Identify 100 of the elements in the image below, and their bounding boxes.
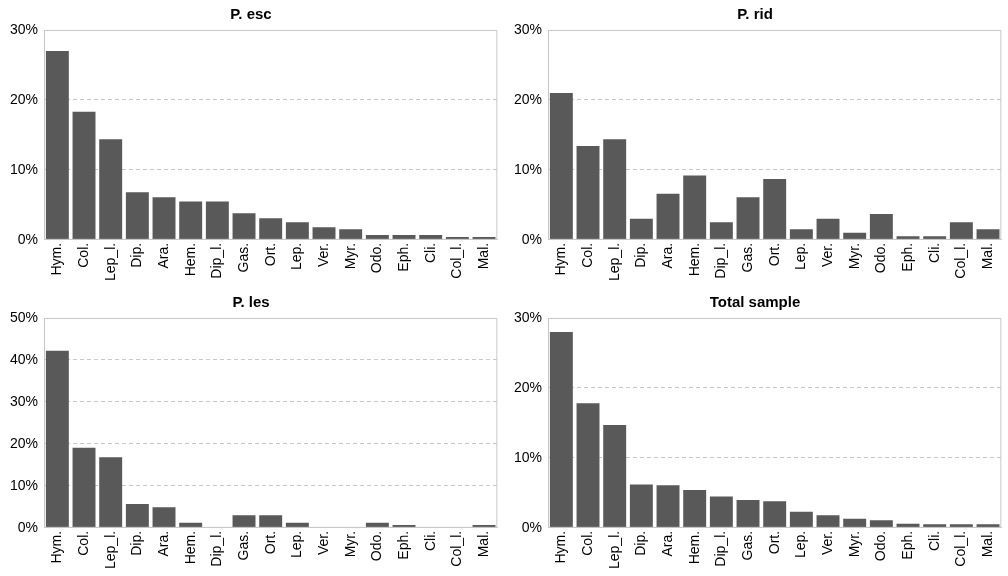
bar [576, 403, 600, 528]
x-tick-label: Ver. [818, 530, 835, 555]
x-tick-label: Lep. [288, 242, 305, 271]
bar [656, 485, 680, 528]
x-tick-label: Mal. [474, 242, 491, 270]
bar [205, 201, 229, 240]
y-tick-label: 10% [513, 160, 543, 177]
x-tick-label: Col_l. [952, 530, 969, 567]
bar [843, 518, 867, 528]
x-tick-label: Myr. [845, 242, 862, 270]
bar [763, 501, 787, 528]
x-tick-label: Myr. [341, 242, 358, 270]
x-tick-label: Mal. [978, 530, 995, 558]
bar [816, 515, 840, 528]
bar [976, 524, 1000, 528]
x-tick-label: Dip_l. [712, 242, 729, 279]
bar [45, 350, 69, 528]
x-tick-label: Ver. [314, 242, 331, 267]
x-tick-label: Odo. [368, 242, 385, 274]
bar [976, 229, 1000, 240]
y-tick-label: 30% [9, 20, 39, 37]
bar [923, 236, 947, 240]
x-tick-label: Col. [74, 530, 91, 556]
bar [419, 234, 443, 240]
y-tick-label: 20% [513, 90, 543, 107]
x-tick-label: Dip. [128, 242, 145, 268]
bar [232, 515, 256, 528]
bar [736, 197, 760, 240]
bar [549, 331, 573, 528]
bar [285, 222, 309, 240]
bar [949, 222, 973, 240]
bar [72, 447, 96, 528]
bar [72, 111, 96, 240]
bar [603, 425, 627, 528]
bar [629, 218, 653, 240]
bar [125, 192, 149, 240]
x-tick-label: Dip_l. [208, 530, 225, 567]
x-tick-label: Ort. [765, 530, 782, 555]
x-tick-label: Ara. [658, 530, 675, 557]
chart-title: P. les [232, 293, 270, 311]
x-tick-label: Lep. [792, 530, 809, 559]
chart-title: Total sample [709, 293, 801, 311]
x-tick-label: Dip. [632, 242, 649, 268]
x-tick-label: Lep_l. [101, 242, 118, 282]
x-tick-label: Col_l. [952, 242, 969, 279]
bar [656, 193, 680, 240]
y-tick-label: 0% [521, 230, 543, 247]
bar [125, 503, 149, 528]
bar [709, 222, 733, 240]
y-tick-label: 10% [9, 476, 39, 493]
x-tick-label: Odo. [872, 530, 889, 562]
y-tick-label: 40% [9, 350, 39, 367]
bar [629, 484, 653, 528]
x-tick-label: Gas. [234, 530, 251, 561]
bar [683, 490, 707, 528]
x-tick-label: Lep_l. [605, 242, 622, 282]
x-tick-label: Ort. [261, 530, 278, 555]
bar [763, 179, 787, 240]
y-tick-label: 20% [513, 378, 543, 395]
x-tick-label: Hym. [552, 530, 569, 564]
bar [99, 457, 123, 528]
y-tick-label: 30% [513, 308, 543, 325]
chart-title: P. esc [230, 5, 272, 23]
x-tick-label: Odo. [872, 242, 889, 274]
x-tick-label: Gas. [738, 242, 755, 273]
x-tick-label: Odo. [368, 530, 385, 562]
x-tick-label: Hym. [552, 242, 569, 276]
y-tick-label: 30% [9, 392, 39, 409]
y-tick-label: 20% [9, 90, 39, 107]
bar [259, 515, 283, 528]
bar [683, 175, 707, 240]
x-tick-label: Cli. [925, 242, 942, 264]
bar [709, 496, 733, 528]
bar [923, 524, 947, 528]
x-tick-label: Hem. [685, 530, 702, 565]
x-tick-label: Eph. [394, 530, 411, 560]
bar [365, 234, 389, 240]
x-tick-label: Gas. [234, 242, 251, 273]
x-tick-label: Hym. [48, 530, 65, 564]
bar [789, 511, 813, 528]
x-tick-label: Eph. [898, 242, 915, 272]
bar [736, 499, 760, 528]
x-tick-label: Dip. [128, 530, 145, 556]
x-tick-label: Cli. [421, 530, 438, 552]
y-tick-label: 0% [17, 518, 39, 535]
x-tick-label: Ort. [261, 242, 278, 267]
x-tick-label: Ort. [765, 242, 782, 267]
x-tick-label: Eph. [898, 530, 915, 560]
x-tick-label: Cli. [421, 242, 438, 264]
x-tick-label: Myr. [845, 530, 862, 558]
bar [152, 507, 176, 528]
bar [949, 524, 973, 528]
x-tick-label: Lep_l. [605, 530, 622, 570]
x-tick-label: Col_l. [448, 242, 465, 279]
x-tick-label: Dip_l. [712, 530, 729, 567]
x-tick-label: Eph. [394, 242, 411, 272]
x-tick-label: Mal. [978, 242, 995, 270]
bar [603, 139, 627, 240]
bar [869, 213, 893, 240]
bar [312, 227, 336, 240]
